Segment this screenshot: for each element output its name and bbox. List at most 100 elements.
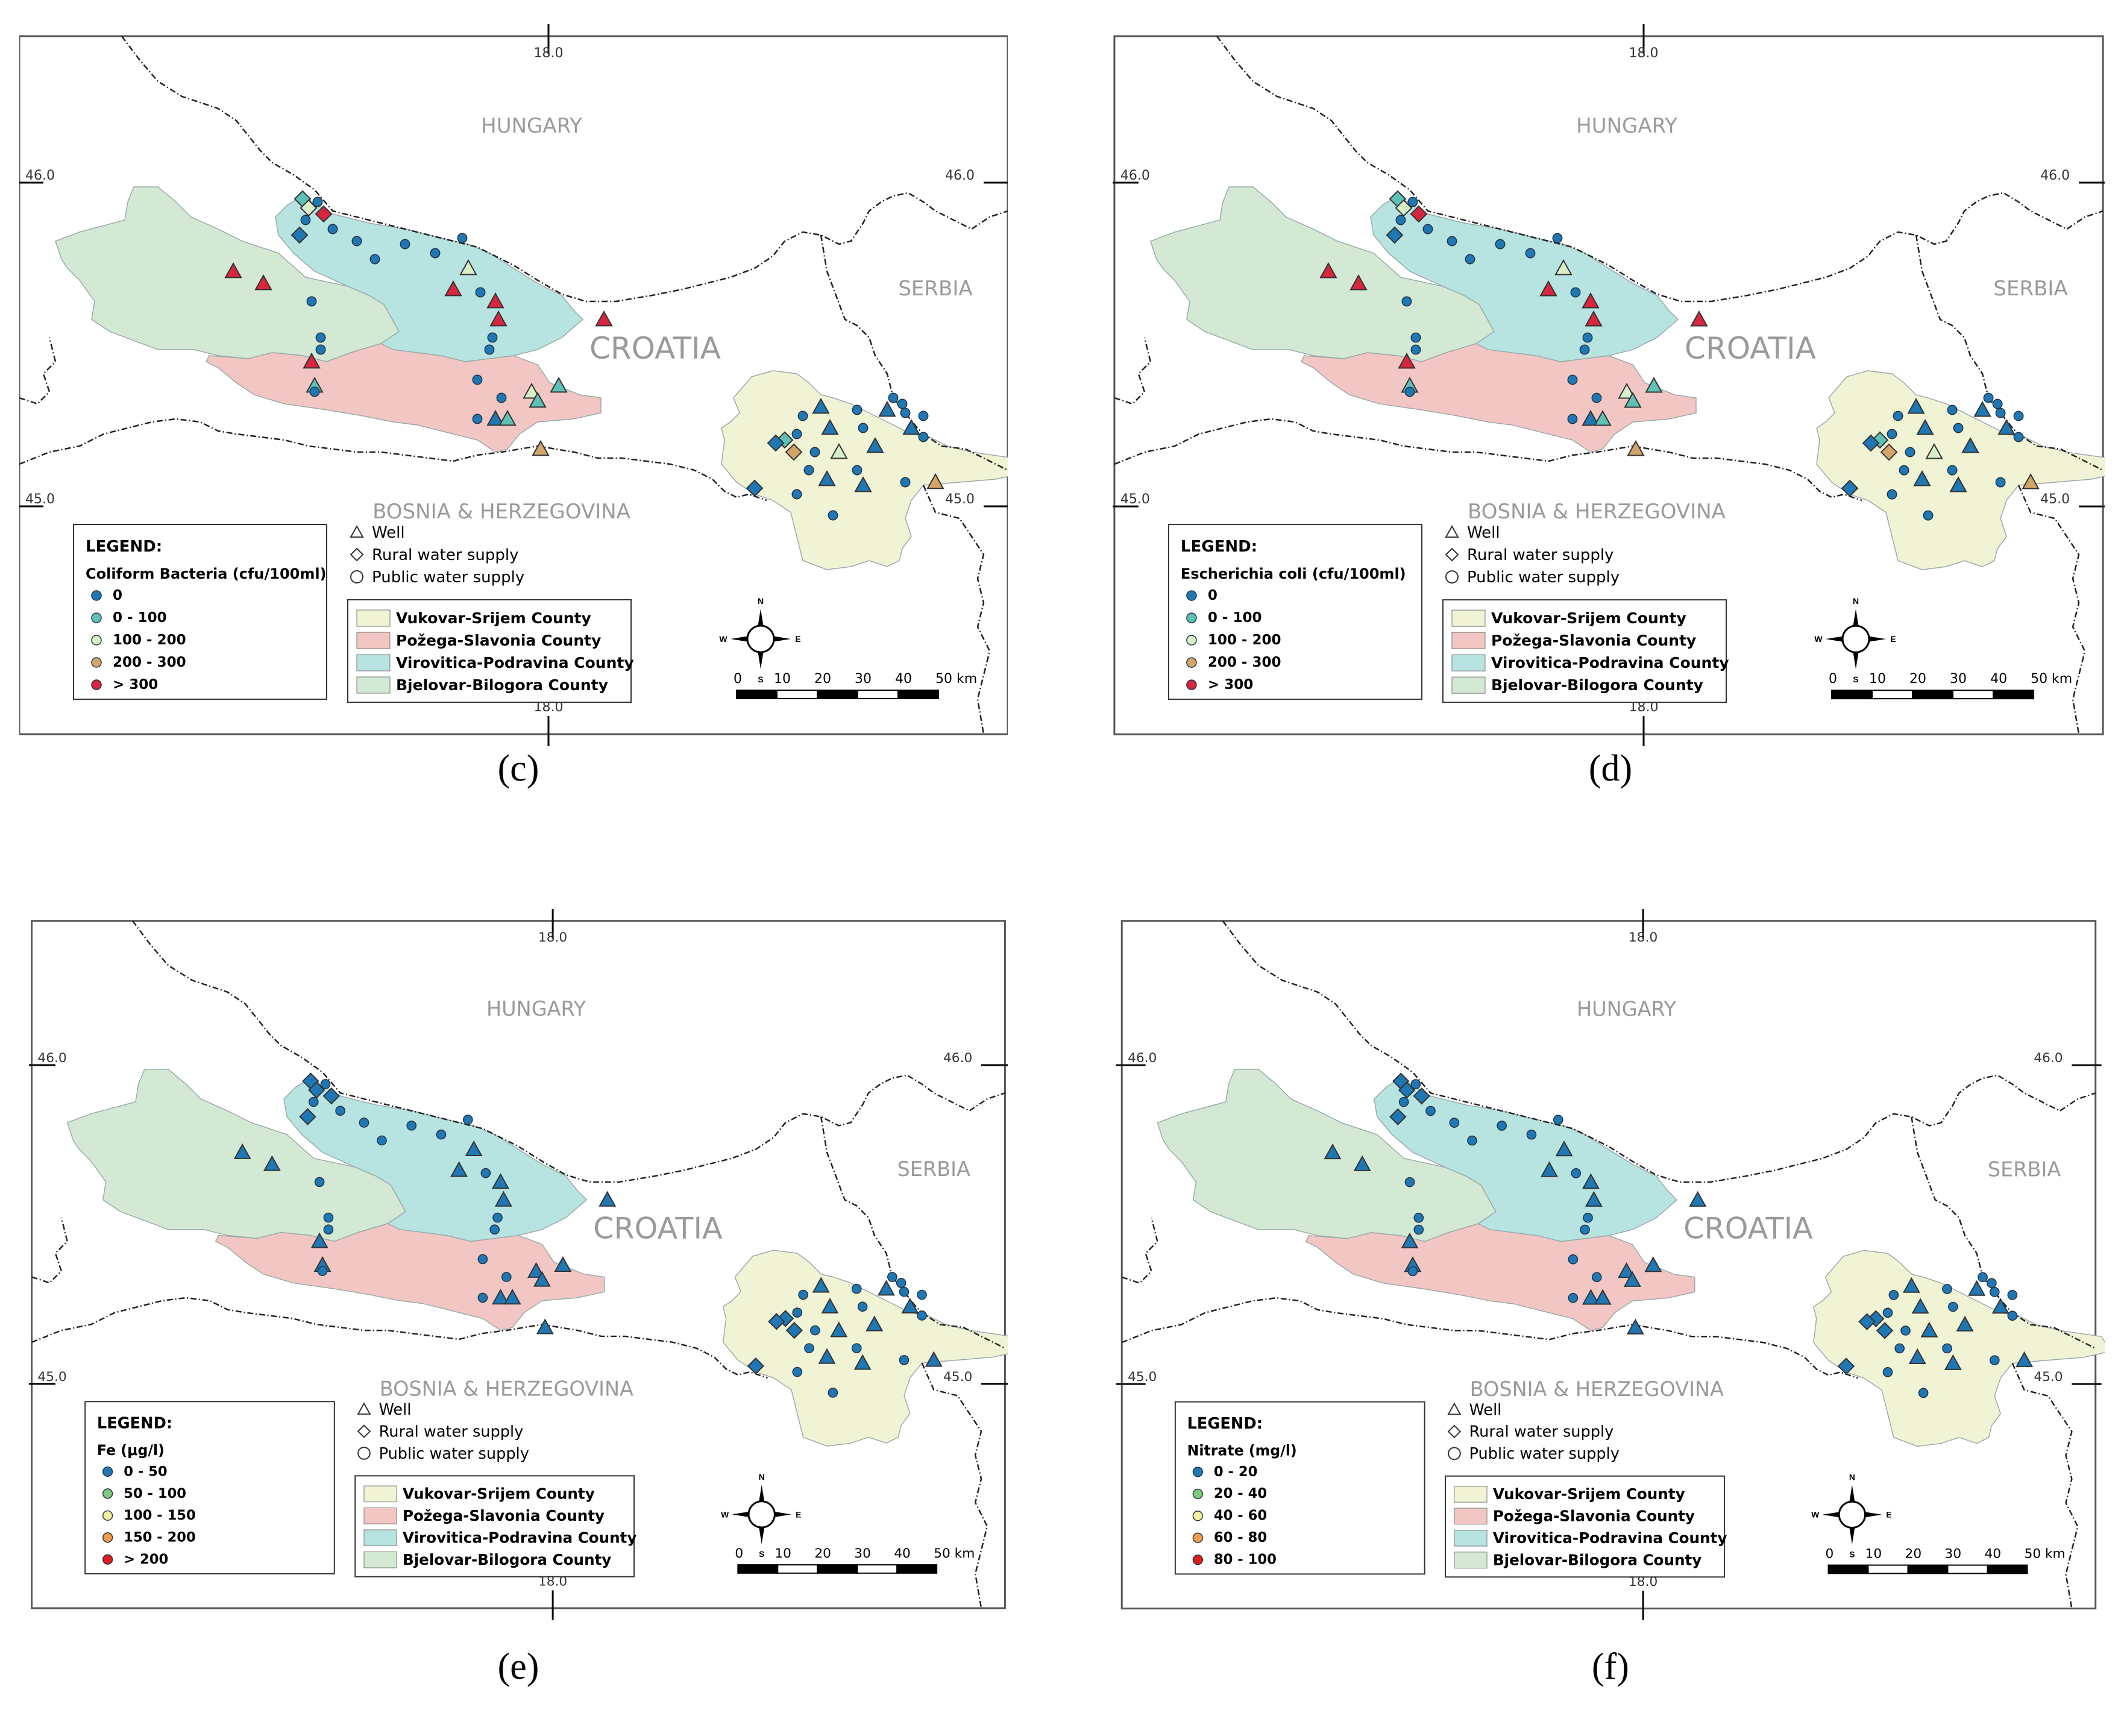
country-label-hungary: HUNGARY [481, 114, 582, 138]
sample-point [299, 1108, 316, 1125]
map-svg: 18.018.046.0 46.045.0 45.0HUNGARYSERBIACRO… [29, 909, 1008, 1620]
map-svg: 18.018.046.0 46.045.0 45.0HUNGARYSERBIACRO… [19, 24, 1008, 746]
county-swatch [363, 1508, 397, 1524]
sample-point [926, 473, 944, 489]
sample-point [1410, 332, 1421, 343]
legend-class-label: 0 - 100 [113, 610, 167, 626]
sample-point [550, 376, 568, 393]
sample-point [899, 1355, 910, 1365]
north-arrow-icon [1826, 609, 1887, 670]
longitude-label: 18.0 [1629, 46, 1659, 61]
sample-point [327, 224, 338, 234]
legend-class-label: 60 - 80 [1214, 1530, 1267, 1546]
county-swatch [1454, 1552, 1488, 1568]
sample-point [1618, 383, 1636, 399]
country-border [1911, 1116, 2096, 1350]
sample-point [599, 1190, 617, 1207]
sample-point [1902, 1277, 1920, 1293]
sample-point [803, 465, 814, 476]
sample-point [791, 429, 802, 439]
sample-point [1413, 1224, 1424, 1235]
sample-point [254, 274, 272, 291]
sample-point [746, 479, 764, 497]
sample-point [323, 1224, 334, 1235]
sample-point [400, 239, 410, 250]
north-arrow-icon [1822, 1485, 1882, 1545]
country-border [820, 1116, 1005, 1349]
sample-point [1353, 1155, 1371, 1171]
sample-point [852, 404, 862, 415]
sample-point [1525, 248, 1536, 259]
sample-point [878, 1280, 895, 1296]
sample-point [2016, 1351, 2034, 1367]
compass-e: E [796, 1510, 801, 1519]
sample-point [1907, 398, 1925, 414]
legend-public-label: Public water supply [379, 1445, 529, 1463]
sample-point [1585, 310, 1603, 327]
sample-point [1644, 1256, 1662, 1272]
sample-point [1618, 1262, 1636, 1278]
legend-title: LEGEND: [1181, 538, 1257, 556]
compass-e: E [795, 634, 800, 644]
legend-class-swatch [102, 1488, 113, 1499]
legend-class-swatch [1192, 1555, 1203, 1565]
legend-parameter: Nitrate (mg/l) [1187, 1442, 1297, 1459]
sample-point [1568, 1292, 1579, 1303]
sample-point [1410, 205, 1428, 223]
scale-bar-label: 50 km [935, 671, 977, 687]
latitude-label: 45.0 [943, 1370, 972, 1385]
country-label-serbia: SERBIA [897, 1157, 970, 1181]
legend-class-label: 150 - 200 [124, 1530, 196, 1546]
legend-public-symbol [350, 570, 363, 583]
sample-point [1923, 510, 1934, 521]
sample-point [1862, 434, 1880, 452]
panel-caption: (e) [497, 1646, 539, 1687]
legend-box [1174, 1401, 1425, 1575]
legend-class-swatch [91, 635, 102, 646]
sample-point [854, 476, 872, 492]
legend-parameter: Coliform Bacteria (cfu/100ml) [86, 565, 327, 582]
sample-point [315, 344, 326, 355]
scale-bar-label: 30 [1950, 671, 1967, 687]
latitude-label: 46.0 [25, 168, 55, 183]
sample-point [858, 423, 869, 433]
sample-point [1989, 1287, 2000, 1297]
county-swatch [1451, 632, 1486, 649]
county-legend-box [354, 1475, 635, 1577]
sample-point [492, 1212, 503, 1223]
sample-point [1591, 1272, 1602, 1283]
sample-point [303, 352, 321, 369]
country-label-serbia: SERBIA [898, 277, 972, 301]
sample-point [1624, 392, 1642, 408]
legend-class-swatch [1192, 1488, 1203, 1499]
legend-rural-label: Rural water supply [1469, 1423, 1614, 1441]
sample-point [1894, 1343, 1905, 1354]
sample-point [785, 443, 803, 461]
country-border [922, 485, 991, 735]
legend-class-swatch [91, 590, 102, 601]
sample-point [1594, 1289, 1612, 1305]
sample-point [2013, 410, 2024, 421]
legend-class-swatch [1192, 1532, 1203, 1543]
county-label: Požega-Slavonia County [1493, 1508, 1695, 1525]
sample-point [1582, 410, 1600, 426]
sample-point [1319, 262, 1337, 278]
compass-n: N [758, 596, 764, 606]
scale-bar-segment [1987, 1564, 2028, 1574]
sample-point [828, 510, 838, 521]
sample-point [917, 1289, 927, 1300]
sample-point [1568, 1254, 1579, 1265]
country-border [1121, 1297, 1859, 1379]
sample-point [477, 1292, 488, 1303]
sample-point [785, 1321, 803, 1339]
map-panel: 18.0 18.0 46.0 46.0 45.0 45.0 HUNGARY SERBIA CRO… [19, 24, 1008, 746]
sample-point [595, 310, 613, 327]
sample-point [1567, 414, 1578, 424]
sample-point [1398, 353, 1416, 369]
scale-bar-segment [817, 1564, 858, 1574]
legend-rural-label: Rural water supply [379, 1423, 524, 1441]
sample-point [1497, 1121, 1507, 1131]
sample-point [475, 287, 486, 298]
latitude-label: 45.0 [37, 1370, 66, 1385]
scale-bar-label: 0 [1826, 1547, 1834, 1562]
